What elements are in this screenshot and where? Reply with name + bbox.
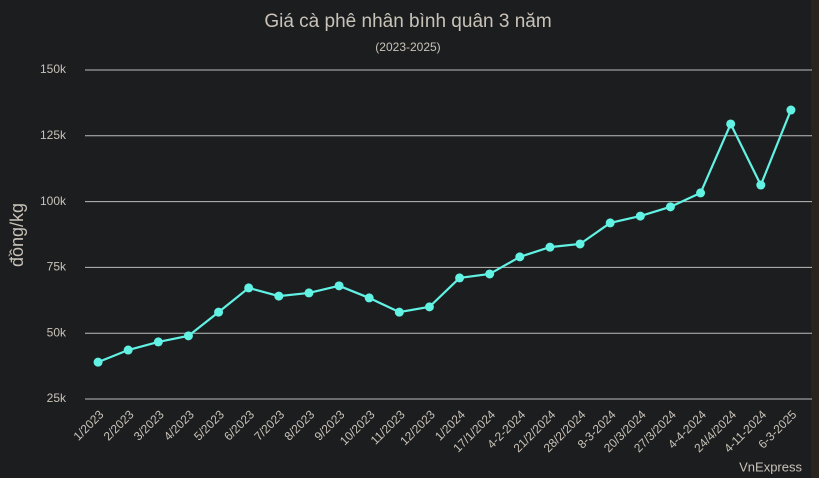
- point: [304, 288, 314, 298]
- chart-title: Giá cà phê nhân bình quân 3 năm: [264, 11, 551, 32]
- point: [635, 211, 645, 221]
- point: [244, 283, 254, 293]
- point: [183, 331, 193, 341]
- point: [424, 302, 434, 312]
- point: [455, 273, 465, 283]
- point: [726, 119, 736, 129]
- point: [665, 202, 675, 212]
- point: [605, 218, 615, 228]
- point: [485, 269, 495, 279]
- point: [123, 345, 133, 355]
- point: [786, 105, 796, 115]
- point: [93, 357, 103, 367]
- right-edge: [811, 0, 819, 478]
- chart-subtitle: (2023-2025): [375, 40, 440, 54]
- y-tick-label: 25k: [47, 391, 67, 405]
- point: [334, 281, 344, 291]
- point: [364, 293, 374, 303]
- point: [153, 337, 163, 347]
- point: [696, 188, 706, 198]
- point: [545, 242, 555, 252]
- y-tick-label: 100k: [40, 194, 67, 208]
- point: [756, 180, 766, 190]
- point: [274, 291, 284, 301]
- point: [394, 307, 404, 317]
- y-axis-title: đồng/kg: [7, 203, 27, 267]
- point: [515, 252, 525, 262]
- point: [214, 307, 224, 317]
- line: [97, 109, 792, 364]
- y-tick-label: 50k: [47, 325, 67, 339]
- y-tick-label: 75k: [47, 260, 67, 274]
- source: VnExpress: [739, 459, 802, 474]
- y-tick-label: 150k: [40, 62, 67, 76]
- y-tick-label: 125k: [40, 128, 67, 142]
- point: [575, 239, 585, 249]
